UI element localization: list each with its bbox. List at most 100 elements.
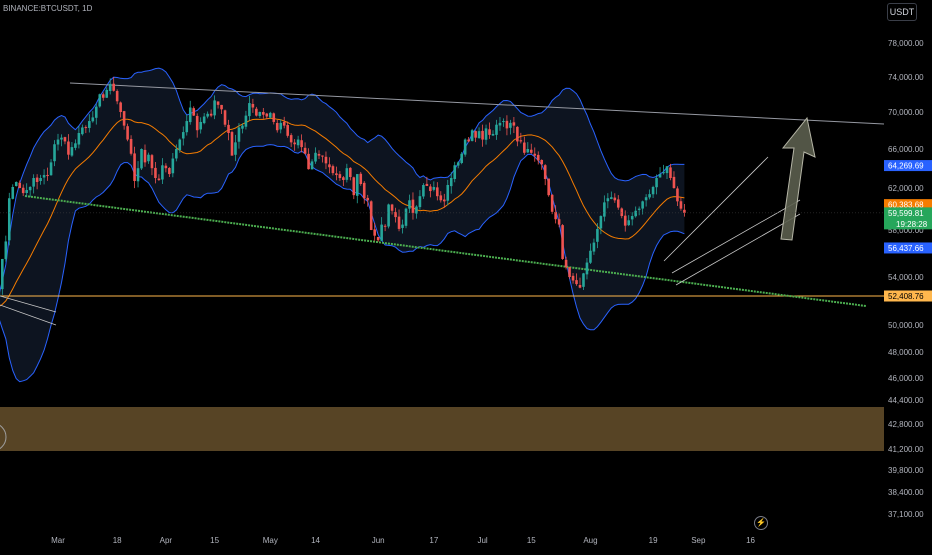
candle-body	[286, 125, 289, 136]
y-tick-label: 38,400.00	[888, 488, 924, 497]
candle-body	[158, 179, 161, 180]
candle-body	[624, 216, 627, 226]
candle-body	[662, 172, 665, 173]
candle-body	[60, 138, 63, 140]
candle-body	[339, 174, 342, 178]
x-tick-label: Mar	[51, 536, 65, 545]
candle-body	[377, 237, 380, 240]
candle	[370, 200, 373, 230]
candle-body	[474, 131, 477, 138]
price-tag-label: 59,599.81	[888, 209, 924, 218]
candle-body	[109, 84, 112, 91]
candle-body	[165, 166, 168, 169]
candle-body	[213, 100, 216, 115]
candle-body	[217, 101, 220, 104]
candle-body	[460, 154, 463, 163]
candle	[126, 124, 129, 142]
currency-button[interactable]: USDT	[887, 3, 917, 21]
candle-body	[206, 114, 209, 117]
candle-body	[92, 117, 95, 121]
candle	[464, 138, 467, 156]
x-tick-label: 14	[311, 536, 320, 545]
candle-body	[593, 243, 596, 252]
candle-body	[516, 127, 519, 142]
candle-body	[676, 188, 679, 201]
candle-body	[450, 178, 453, 186]
price-tag-bb-upper: 64,269.69	[884, 160, 932, 171]
candle-body	[259, 112, 262, 116]
symbol-label[interactable]: BINANCE:BTCUSDT, 1D	[3, 4, 92, 13]
x-tick-label: 15	[527, 536, 536, 545]
candle	[359, 172, 362, 186]
candle-body	[130, 139, 133, 154]
candle-body	[328, 164, 331, 167]
candle-body	[495, 125, 498, 135]
price-tag-label: 56,437.66	[888, 244, 924, 253]
price-tag-level: 52,408.76	[884, 291, 932, 302]
candle-body	[627, 220, 630, 225]
candle-body	[154, 168, 157, 178]
candle-body	[453, 165, 456, 179]
candle-body	[252, 104, 255, 108]
candle-body	[325, 157, 328, 164]
x-tick-label: May	[263, 536, 278, 545]
candle-body	[314, 153, 317, 162]
candle-body	[290, 135, 293, 142]
x-tick-label: 18	[113, 536, 122, 545]
candle-body	[238, 127, 241, 141]
candle-body	[231, 132, 234, 156]
y-tick-label: 37,100.00	[888, 510, 924, 519]
candle	[192, 106, 195, 116]
candle-body	[304, 148, 307, 154]
candle-body	[32, 178, 35, 187]
candle-body	[29, 187, 32, 190]
candle-body	[140, 149, 143, 168]
candle-body	[614, 198, 617, 201]
candle-body	[126, 126, 129, 139]
candle	[356, 174, 359, 203]
lightning-icon[interactable]: ⚡	[754, 516, 768, 530]
candle	[561, 224, 564, 260]
x-tick-label: Jul	[477, 536, 487, 545]
candle-body	[39, 178, 42, 181]
candle-body	[401, 225, 404, 228]
candle-body	[22, 188, 25, 193]
candle-body	[645, 197, 648, 200]
candle-body	[119, 102, 122, 112]
candle-body	[579, 285, 582, 288]
candle-body	[537, 155, 540, 161]
candle-body	[349, 168, 352, 177]
candle	[568, 267, 571, 279]
candle-body	[241, 126, 244, 129]
y-tick-label: 54,000.00	[888, 273, 924, 282]
candle-body	[224, 110, 227, 124]
candle-body	[8, 198, 11, 240]
candle-body	[300, 140, 303, 147]
candle-body	[391, 205, 394, 211]
candle-body	[551, 195, 554, 212]
candle-body	[634, 211, 637, 216]
candle-body	[446, 185, 449, 201]
candle-body	[276, 123, 279, 130]
candle-body	[655, 178, 658, 187]
candle-body	[547, 179, 550, 196]
candle-body	[467, 140, 470, 142]
price-tag-bb-lower: 56,437.66	[884, 242, 932, 253]
candle	[659, 167, 662, 178]
candle-body	[617, 199, 620, 207]
candle-body	[433, 187, 436, 190]
candle-body	[98, 94, 101, 106]
candle-body	[245, 116, 248, 127]
candle-body	[620, 208, 623, 216]
candle-body	[356, 174, 359, 196]
y-tick-label: 39,800.00	[888, 466, 924, 475]
candle-body	[297, 140, 300, 146]
candle-body	[527, 149, 530, 152]
candle	[231, 131, 234, 156]
x-tick-label: 15	[210, 536, 219, 545]
candle-body	[74, 143, 77, 148]
candle-body	[666, 166, 669, 173]
